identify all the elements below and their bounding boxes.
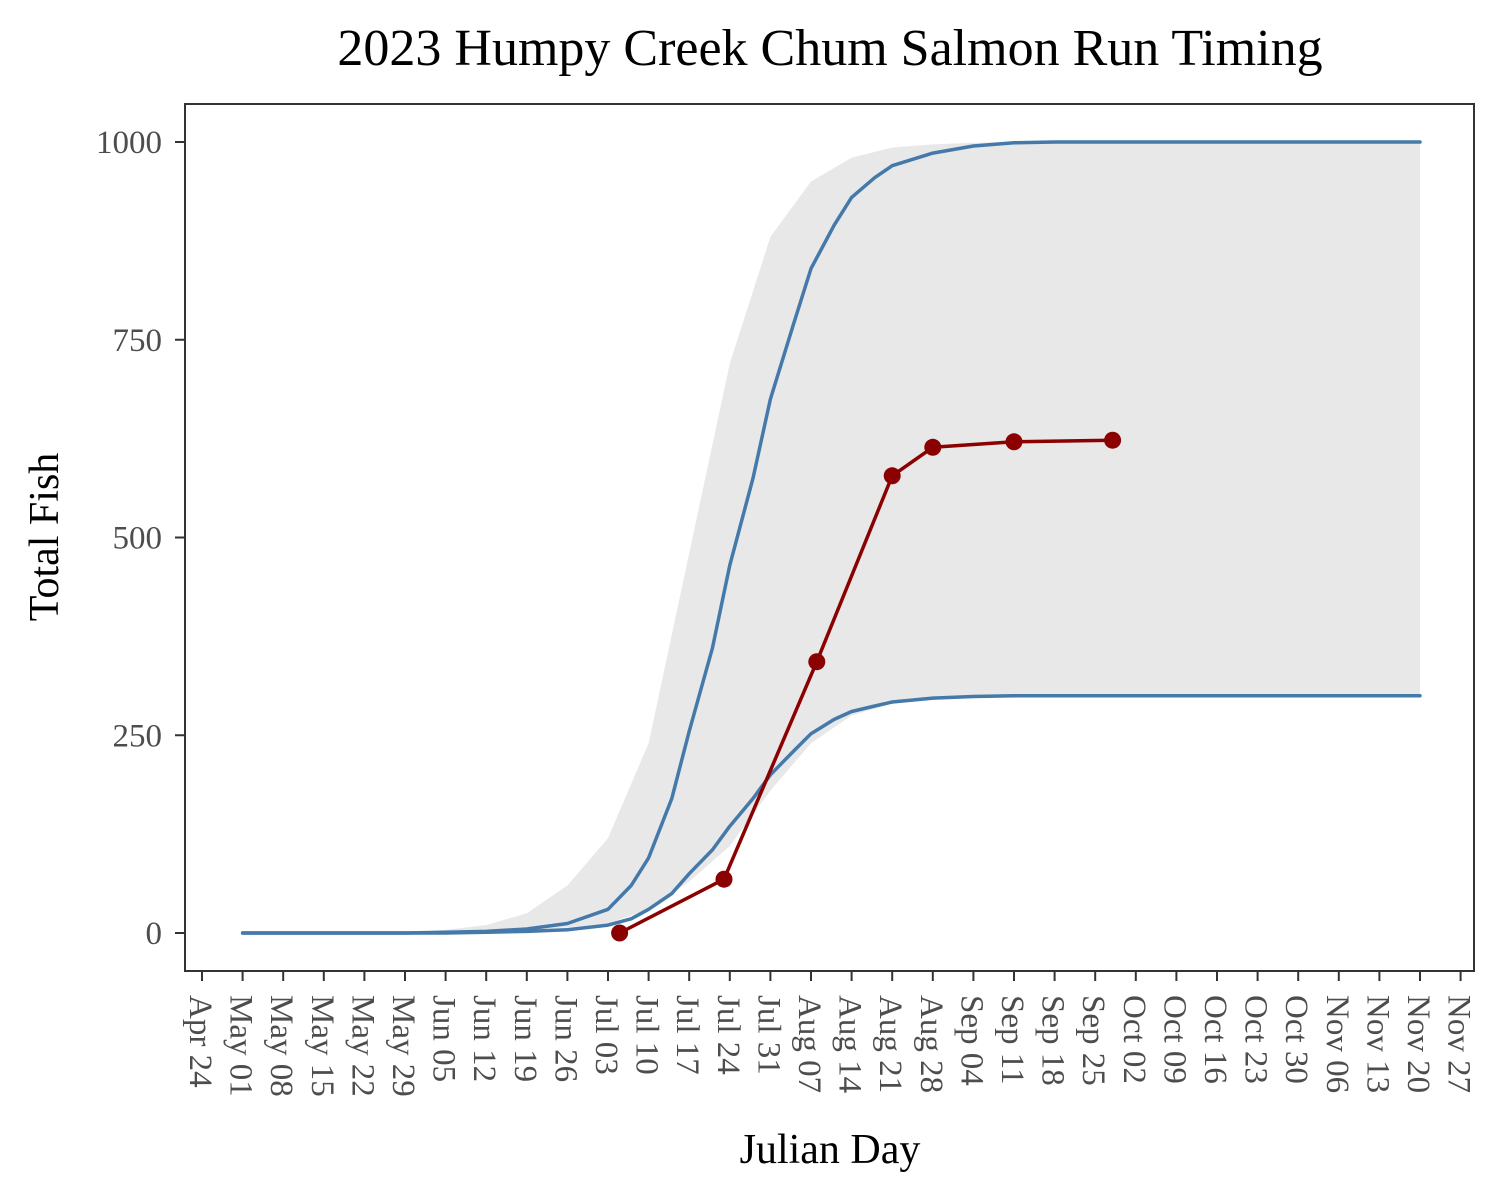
x-tick-label: Sep 18 <box>1035 995 1071 1086</box>
x-tick-label: Sep 04 <box>953 995 989 1086</box>
x-tick-label: Jul 31 <box>750 995 786 1075</box>
y-axis-title: Total Fish <box>22 453 68 622</box>
envelope-band <box>242 142 1421 933</box>
x-tick-label: Aug 28 <box>913 995 949 1093</box>
x-axis: Apr 24 May 01 May 08 May 15 May 22 May 29 Jun … <box>182 971 1477 1097</box>
data-point <box>1005 433 1023 451</box>
x-tick-label: Jun 05 <box>426 995 462 1082</box>
x-tick-label: Jun 26 <box>547 995 583 1082</box>
plot-area <box>240 140 1422 942</box>
series-line-1 <box>240 140 1422 935</box>
y-tick-label: 0 <box>146 916 163 952</box>
x-tick-label: Apr 24 <box>182 995 218 1088</box>
chart-title: 2023 Humpy Creek Chum Salmon Run Timing <box>337 20 1322 77</box>
x-tick-label: Jul 24 <box>710 995 746 1075</box>
x-tick-label: Jun 12 <box>466 995 502 1082</box>
x-tick-label: Jun 19 <box>507 995 543 1082</box>
x-tick-label: Oct 16 <box>1197 995 1233 1084</box>
x-tick-label: Oct 02 <box>1116 995 1152 1084</box>
x-tick-label: Nov 13 <box>1359 995 1395 1093</box>
y-tick-label: 750 <box>113 323 163 359</box>
y-tick-label: 500 <box>113 521 163 557</box>
x-tick-label: May 15 <box>304 995 340 1097</box>
data-point <box>1104 431 1122 449</box>
x-tick-label: May 29 <box>385 995 421 1097</box>
x-tick-label: May 08 <box>263 995 299 1097</box>
data-point <box>808 653 826 671</box>
y-tick-label: 1000 <box>96 125 162 161</box>
x-tick-label: Sep 11 <box>994 995 1030 1085</box>
x-tick-label: May 01 <box>223 995 259 1097</box>
data-point <box>924 438 942 456</box>
x-tick-label: Nov 20 <box>1400 995 1436 1093</box>
x-tick-label: May 22 <box>344 995 380 1097</box>
x-tick-label: Nov 06 <box>1319 995 1355 1093</box>
data-point <box>883 467 901 485</box>
x-tick-label: Jul 10 <box>629 995 665 1075</box>
x-tick-label: Sep 25 <box>1075 995 1111 1086</box>
x-tick-label: Nov 27 <box>1441 995 1477 1093</box>
x-tick-label: Aug 07 <box>791 995 827 1093</box>
x-tick-label: Aug 21 <box>872 995 908 1093</box>
y-tick-label: 250 <box>113 718 163 754</box>
x-axis-title: Julian Day <box>740 1127 921 1173</box>
y-axis: 0 250 500 750 1000 <box>96 125 185 952</box>
x-tick-label: Oct 23 <box>1238 995 1274 1084</box>
x-tick-label: Jul 03 <box>588 995 624 1075</box>
x-tick-label: Oct 30 <box>1278 995 1314 1084</box>
x-tick-label: Jul 17 <box>669 995 705 1075</box>
data-point <box>611 924 629 942</box>
x-tick-label: Oct 09 <box>1156 995 1192 1084</box>
series-line-2 <box>240 693 1422 935</box>
x-tick-label: Aug 14 <box>832 995 868 1093</box>
data-point <box>715 870 733 888</box>
